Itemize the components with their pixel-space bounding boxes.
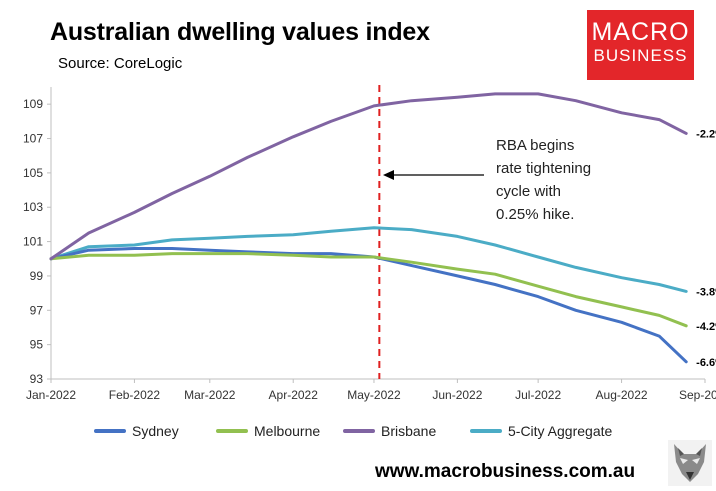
wolf-icon: [668, 440, 712, 486]
line-chart: 93 95 97 99 101 103 105 107 109 Jan-2022 Feb-2022 M…: [23, 85, 716, 402]
legend-item: Melbourne: [216, 423, 320, 439]
legend-label: Melbourne: [254, 423, 321, 439]
annotation-line: cycle with: [496, 183, 561, 200]
annotation-line: 0.25% hike.: [496, 206, 574, 223]
legend-label: 5-City Aggregate: [508, 423, 613, 439]
legend-swatch: [94, 429, 126, 433]
y-tick-label: 93: [30, 372, 44, 386]
chart-legend: Sydney Melbourne Brisbane 5-City Aggregate: [0, 423, 716, 443]
x-tick-label: Jun-2022: [432, 388, 482, 402]
y-tick-label: 107: [23, 132, 43, 146]
y-tick-label: 101: [23, 235, 43, 249]
legend-item: 5-City Aggregate: [470, 423, 612, 439]
logo-line-1: MACRO: [591, 18, 690, 46]
y-tick-label: 105: [23, 166, 43, 180]
x-tick-label: Feb-2022: [109, 388, 161, 402]
x-tick-label: Aug-2022: [596, 388, 648, 402]
annotation-line: RBA begins: [496, 137, 574, 154]
series-line-5-city-aggregate: [49, 226, 688, 293]
x-tick-label: Jul-2022: [515, 388, 561, 402]
annotation-arrow-head: [383, 170, 394, 180]
x-tick-label: May-2022: [347, 388, 401, 402]
series-line-melbourne: [49, 252, 688, 328]
legend-item: Sydney: [94, 423, 179, 439]
legend-label: Brisbane: [381, 423, 437, 439]
y-tick-label: 95: [30, 338, 44, 352]
y-tick-label: 109: [23, 97, 43, 111]
x-tick-label: Apr-2022: [269, 388, 319, 402]
legend-swatch: [343, 429, 375, 433]
legend-swatch: [470, 429, 502, 433]
x-tick-label: Mar-2022: [184, 388, 236, 402]
series-line-brisbane: [49, 92, 688, 261]
end-label-brisbane: -2.2%: [696, 128, 716, 140]
x-tick-label: Sep-2022: [679, 388, 716, 402]
end-label-melbourne: -4.2%: [696, 321, 716, 333]
x-tick-label: Jan-2022: [26, 388, 76, 402]
legend-label: Sydney: [132, 423, 179, 439]
series-line-sydney: [49, 247, 688, 364]
logo-line-2: BUSINESS: [593, 46, 688, 65]
end-label-5-city-aggregate: -3.8%: [696, 286, 716, 298]
end-label-sydney: -6.6%: [696, 357, 716, 369]
legend-item: Brisbane: [343, 423, 436, 439]
legend-swatch: [216, 429, 248, 433]
brand-logo: MACRO BUSINESS: [587, 10, 694, 80]
annotation-line: rate tightening: [496, 160, 591, 177]
chart-subtitle: Source: CoreLogic: [58, 55, 183, 72]
chart-title: Australian dwelling values index: [50, 18, 430, 46]
y-tick-label: 99: [30, 269, 44, 283]
y-tick-label: 103: [23, 200, 43, 214]
y-tick-label: 97: [30, 303, 44, 317]
footer-url: www.macrobusiness.com.au: [375, 461, 636, 482]
